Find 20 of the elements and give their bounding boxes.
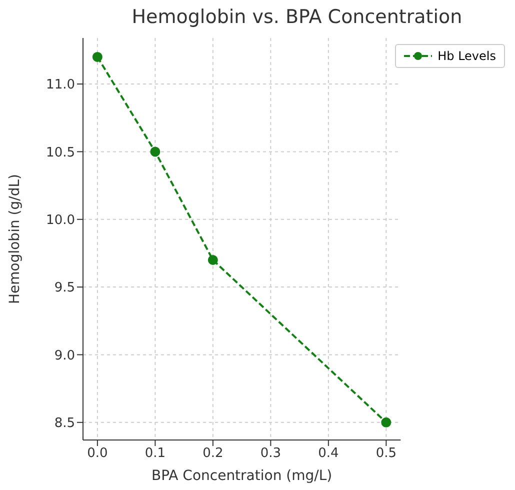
y-tick-label: 9.0 [54, 348, 75, 364]
x-tick-label: 0.3 [260, 446, 282, 462]
point [92, 52, 102, 62]
x-tick-label: 0.1 [144, 446, 166, 462]
y-tick-label: 10.0 [46, 212, 75, 228]
y-axis-title: Hemoglobin (g/dL) [6, 174, 23, 304]
y-tick-label: 10.5 [46, 145, 75, 160]
point [381, 417, 392, 428]
y-tick-label: 9.5 [54, 280, 75, 296]
y-tick-label: 11.0 [46, 78, 75, 93]
x-axis-title: BPA Concentration (mg/L) [151, 468, 332, 484]
x-tick-label: 0.0 [87, 446, 108, 462]
x-tick-label: 0.2 [202, 446, 224, 462]
x-tick-label: 0.4 [318, 446, 339, 462]
x-tick-label: 0.5 [376, 446, 397, 462]
y-tick-label: 8.5 [54, 416, 75, 432]
point [208, 254, 218, 265]
chart-title: Hemoglobin vs. BPA Concentration [130, 6, 464, 28]
legend-label: Hb Levels [438, 49, 496, 63]
point [150, 146, 160, 157]
